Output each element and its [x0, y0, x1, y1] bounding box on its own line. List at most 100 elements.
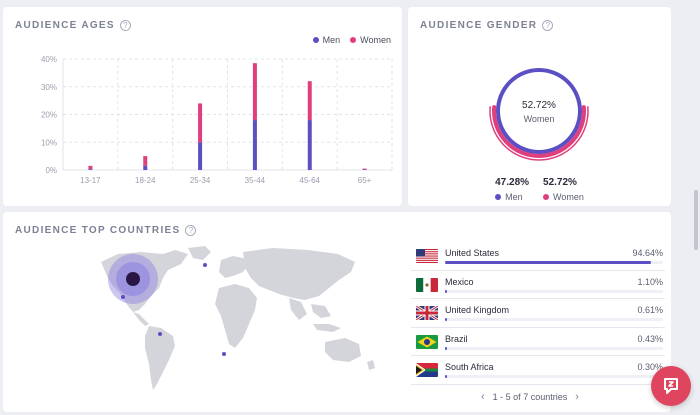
gender-center-label: Women: [524, 114, 555, 124]
bar-men-13-17: [88, 169, 93, 170]
bar-women-25-34: [198, 103, 203, 143]
audience-countries-title-text: AUDIENCE TOP COUNTRIES: [15, 225, 181, 236]
brazil-flag-icon: [416, 334, 438, 349]
country-pager: ‹ 1 - 5 of 7 countries ›: [481, 391, 579, 403]
country-row[interactable]: South Africa 0.30%: [411, 356, 665, 385]
country-bar: [445, 261, 652, 264]
x-tick-label: 13-17: [80, 176, 101, 185]
gender-women-label-text: Women: [553, 192, 584, 202]
legend-men-label: Men: [322, 35, 341, 45]
map-point-uk[interactable]: [203, 263, 207, 267]
country-percent: 1.10%: [637, 276, 663, 287]
audience-gender-title-text: AUDIENCE GENDER: [420, 20, 538, 31]
country-list: United States 94.64% Mexico 1.10%: [411, 242, 665, 385]
country-percent: 0.61%: [637, 305, 663, 315]
bar-women-13-17: [88, 165, 93, 170]
country-bar-track: [445, 375, 663, 378]
audience-countries-title: AUDIENCE TOP COUNTRIES ?: [15, 225, 197, 236]
x-tick-label: 45-64: [300, 176, 321, 185]
south-africa-flag-icon: [416, 363, 438, 377]
country-name: United Kingdom: [445, 305, 510, 315]
y-tick-label: 0%: [45, 166, 57, 175]
gender-men-label: Men: [495, 192, 523, 202]
legend-women-label: Women: [360, 35, 391, 45]
country-name: Brazil: [445, 333, 468, 344]
country-bar-track: [445, 289, 663, 293]
y-tick-label: 10%: [41, 138, 57, 147]
country-bar-track: [445, 318, 663, 321]
help-icon[interactable]: ?: [119, 20, 131, 31]
audience-ages-title: AUDIENCE AGES ?: [15, 20, 131, 31]
bar-men-35-44: [252, 120, 257, 170]
audience-ages-title-text: AUDIENCE AGES: [15, 20, 115, 31]
gender-ring-men: [496, 68, 582, 154]
y-tick-label: 30%: [41, 83, 57, 92]
world-map: [101, 246, 375, 390]
gender-center-value: 52.72%: [522, 100, 556, 111]
x-tick-label: 18-24: [135, 176, 156, 185]
pager-text: 1 - 5 of 7 countries: [492, 392, 568, 402]
gender-men-value: 47.28%: [495, 177, 530, 188]
country-percent: 94.64%: [632, 248, 663, 258]
country-name: United States: [445, 248, 500, 258]
men-dot-icon: [312, 37, 319, 43]
gender-men-stat: 47.28% Men: [495, 177, 529, 202]
country-row[interactable]: Mexico 1.10%: [411, 271, 665, 299]
country-row[interactable]: Brazil 0.43%: [411, 328, 665, 356]
country-bar: [445, 346, 447, 350]
country-name: South Africa: [445, 362, 494, 372]
bar-women-18-24: [143, 156, 148, 166]
bar-men-25-34: [198, 142, 203, 170]
men-dot-icon: [495, 194, 502, 200]
bar-men-65+: [362, 169, 367, 170]
audience-gender-card: AUDIENCE GENDER ? 52.72% Women 47.28% Me…: [408, 7, 671, 206]
y-tick-label: 40%: [41, 55, 57, 64]
page-scrollbar[interactable]: [694, 190, 698, 250]
women-dot-icon: [350, 37, 357, 43]
mexico-flag-icon: [416, 277, 438, 292]
country-bar: [445, 318, 447, 321]
legend-men: Men: [312, 35, 341, 45]
ages-legend: Men Women: [312, 35, 391, 45]
country-bar-track: [445, 346, 663, 350]
gender-women-label: Women: [543, 192, 584, 202]
bar-women-35-44: [252, 63, 257, 121]
us-flag-icon: [416, 249, 438, 263]
x-tick-label: 65+: [358, 176, 372, 185]
help-icon[interactable]: ?: [542, 20, 554, 31]
uk-flag-icon: [416, 306, 438, 320]
gender-women-value: 52.72%: [543, 177, 577, 188]
audience-ages-card: AUDIENCE AGES ? Men Women 0% 10% 20% 30% 40%…: [3, 7, 402, 206]
gender-men-label-text: Men: [505, 192, 523, 202]
country-name: Mexico: [445, 276, 474, 287]
y-tick-label: 20%: [41, 111, 57, 120]
gender-values: 47.28% Men 52.72% Women: [408, 177, 671, 202]
bar-women-65+: [362, 168, 367, 170]
chat-logo-icon: [664, 378, 678, 394]
country-percent: 0.30%: [637, 362, 663, 372]
bar-men-45-64: [307, 120, 312, 170]
gender-ring-women-outer: [489, 106, 589, 161]
country-bar-track: [445, 261, 663, 264]
chevron-right-icon[interactable]: ›: [575, 391, 579, 403]
gender-women-stat: 52.72% Women: [543, 177, 584, 202]
gender-donut-chart: 52.72% Women: [489, 68, 589, 161]
map-point-mexico[interactable]: [121, 295, 125, 299]
map-point-south-africa[interactable]: [222, 352, 226, 356]
x-tick-label: 25-34: [190, 176, 211, 185]
country-bar: [445, 375, 447, 378]
bar-men-18-24: [143, 165, 148, 170]
help-icon[interactable]: ?: [185, 225, 197, 236]
audience-gender-title: AUDIENCE GENDER ?: [420, 20, 554, 31]
map-point-us[interactable]: [126, 272, 140, 286]
bar-women-45-64: [307, 81, 312, 121]
gender-ring-women: [492, 105, 586, 158]
ages-bar-chart: 0% 10% 20% 30% 40% 13-17 18-24 25-34 35-44 45-64 6…: [41, 55, 393, 185]
chat-button[interactable]: [651, 366, 691, 406]
women-dot-icon: [543, 194, 550, 200]
country-row[interactable]: United Kingdom 0.61%: [411, 299, 665, 328]
map-point-brazil[interactable]: [158, 332, 162, 336]
chevron-left-icon[interactable]: ‹: [481, 391, 485, 403]
country-row[interactable]: United States 94.64%: [411, 242, 665, 271]
x-tick-label: 35-44: [245, 176, 266, 185]
